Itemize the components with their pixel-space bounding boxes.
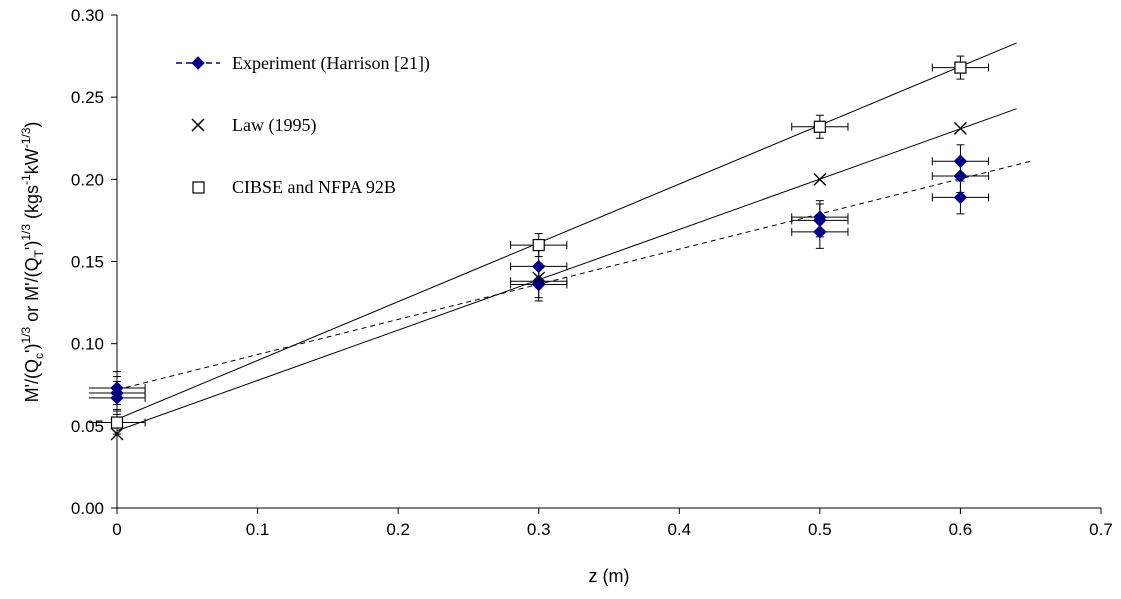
data-point-square xyxy=(110,416,124,429)
x-axis-title: z (m) xyxy=(589,566,630,586)
data-point-diamond xyxy=(953,154,968,168)
data-point-square xyxy=(954,61,967,74)
x-tick-label: 0.4 xyxy=(667,520,691,539)
x-tick-label: 0.3 xyxy=(527,520,551,539)
legend-label: CIBSE and NFPA 92B xyxy=(232,177,396,197)
axes xyxy=(116,15,1101,509)
data-point-diamond xyxy=(953,169,968,183)
legend: Experiment (Harrison [21]) Law (1995) CI… xyxy=(176,53,430,197)
y-tick-label: 0.15 xyxy=(71,253,104,272)
y-tick-label: 0.20 xyxy=(71,170,104,189)
diamond-icon xyxy=(191,56,205,70)
fit-lines xyxy=(116,42,1031,432)
y-axis-title: M'/(Qc')1/3 or M'/(QT')1/3 (kgs-1kW-1/3) xyxy=(19,122,46,403)
data-point-cross xyxy=(110,427,124,441)
y-tick-label: 0.10 xyxy=(71,335,104,354)
x-ticks: 0 0.1 0.2 0.3 0.4 0.5 0.6 0.7 xyxy=(112,508,1113,539)
data-point-cross xyxy=(532,271,546,285)
data-point-diamond xyxy=(813,225,827,239)
data-point-cross xyxy=(813,172,827,186)
y-tick-label: 0.05 xyxy=(71,417,104,436)
cross-icon xyxy=(191,118,205,132)
data-point-square xyxy=(813,120,826,133)
x-tick-label: 0.2 xyxy=(386,520,410,539)
data-point-cross xyxy=(953,121,967,135)
fit-line-series-2 xyxy=(116,42,1017,420)
legend-item-experiment: Experiment (Harrison [21]) xyxy=(176,53,430,74)
legend-item-law: Law (1995) xyxy=(191,115,316,136)
y-ticks: 0.00 0.05 0.10 0.15 0.20 0.25 0.30 xyxy=(71,6,117,518)
x-tick-label: 0.1 xyxy=(246,520,270,539)
y-tick-label: 0.00 xyxy=(71,499,104,518)
legend-label: Experiment (Harrison [21]) xyxy=(232,53,430,74)
data-point-square xyxy=(532,238,545,252)
data-point-diamond xyxy=(532,259,546,274)
legend-item-cibse: CIBSE and NFPA 92B xyxy=(192,177,396,197)
x-tick-label: 0.6 xyxy=(949,520,973,539)
legend-label: Law (1995) xyxy=(232,115,316,136)
x-tick-label: 0.7 xyxy=(1089,520,1113,539)
data-point-diamond xyxy=(953,190,968,205)
y-tick-label: 0.30 xyxy=(71,6,104,25)
x-tick-label: 0.5 xyxy=(808,520,832,539)
square-icon xyxy=(192,181,205,194)
data-point-diamond xyxy=(110,391,124,405)
fit-line-series-0 xyxy=(116,160,1031,391)
x-tick-label: 0 xyxy=(112,520,121,539)
markers xyxy=(110,61,968,441)
y-tick-label: 0.25 xyxy=(71,88,104,107)
